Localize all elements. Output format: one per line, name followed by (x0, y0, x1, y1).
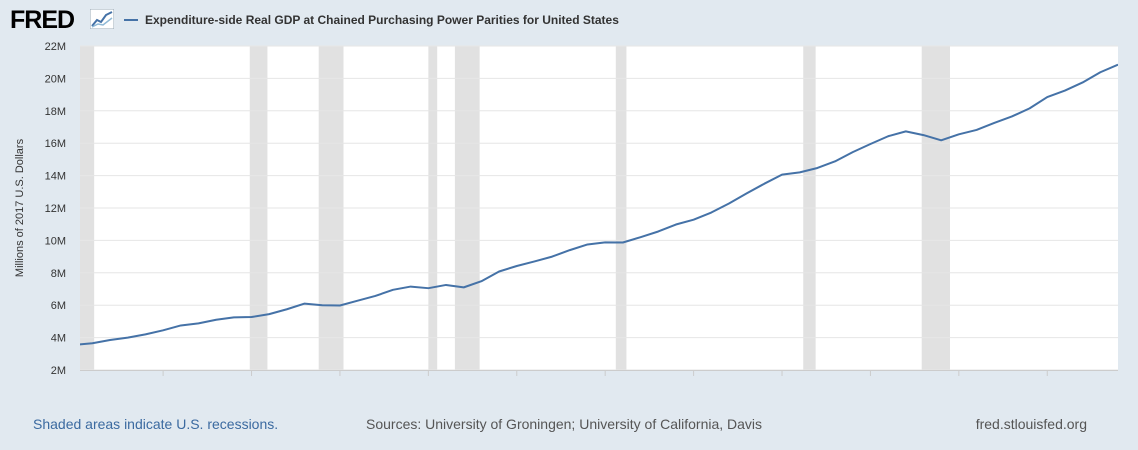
chart-header: FRED Expenditure-side Real GDP at Chaine… (0, 0, 1138, 40)
y-tick-label: 2M (51, 365, 66, 377)
chart-line-icon (90, 9, 114, 29)
y-axis-title: Millions of 2017 U.S. Dollars (14, 138, 26, 277)
y-tick-label: 14M (45, 171, 66, 183)
line-chart[interactable]: 2M4M6M8M10M12M14M16M18M20M22M19651970197… (0, 38, 1138, 380)
legend-swatch (124, 19, 138, 21)
y-tick-label: 6M (51, 300, 66, 312)
chart-footer: Shaded areas indicate U.S. recessions. S… (0, 416, 1138, 436)
y-tick-label: 20M (45, 73, 66, 85)
y-tick-label: 4M (51, 333, 66, 345)
sources-text: Sources: University of Groningen; Univer… (366, 416, 763, 432)
y-tick-label: 16M (45, 138, 66, 150)
recession-note-link[interactable]: Shaded areas indicate U.S. recessions. (33, 416, 279, 432)
site-link[interactable]: fred.stlouisfed.org (975, 416, 1087, 432)
legend-series-label: Expenditure-side Real GDP at Chained Pur… (145, 13, 619, 27)
series-line[interactable] (75, 63, 1118, 346)
y-tick-label: 22M (45, 41, 66, 53)
y-tick-label: 8M (51, 268, 66, 280)
fred-logo[interactable]: FRED (10, 6, 75, 34)
y-tick-label: 10M (45, 235, 66, 247)
y-tick-label: 12M (45, 203, 66, 215)
y-tick-label: 18M (45, 106, 66, 118)
